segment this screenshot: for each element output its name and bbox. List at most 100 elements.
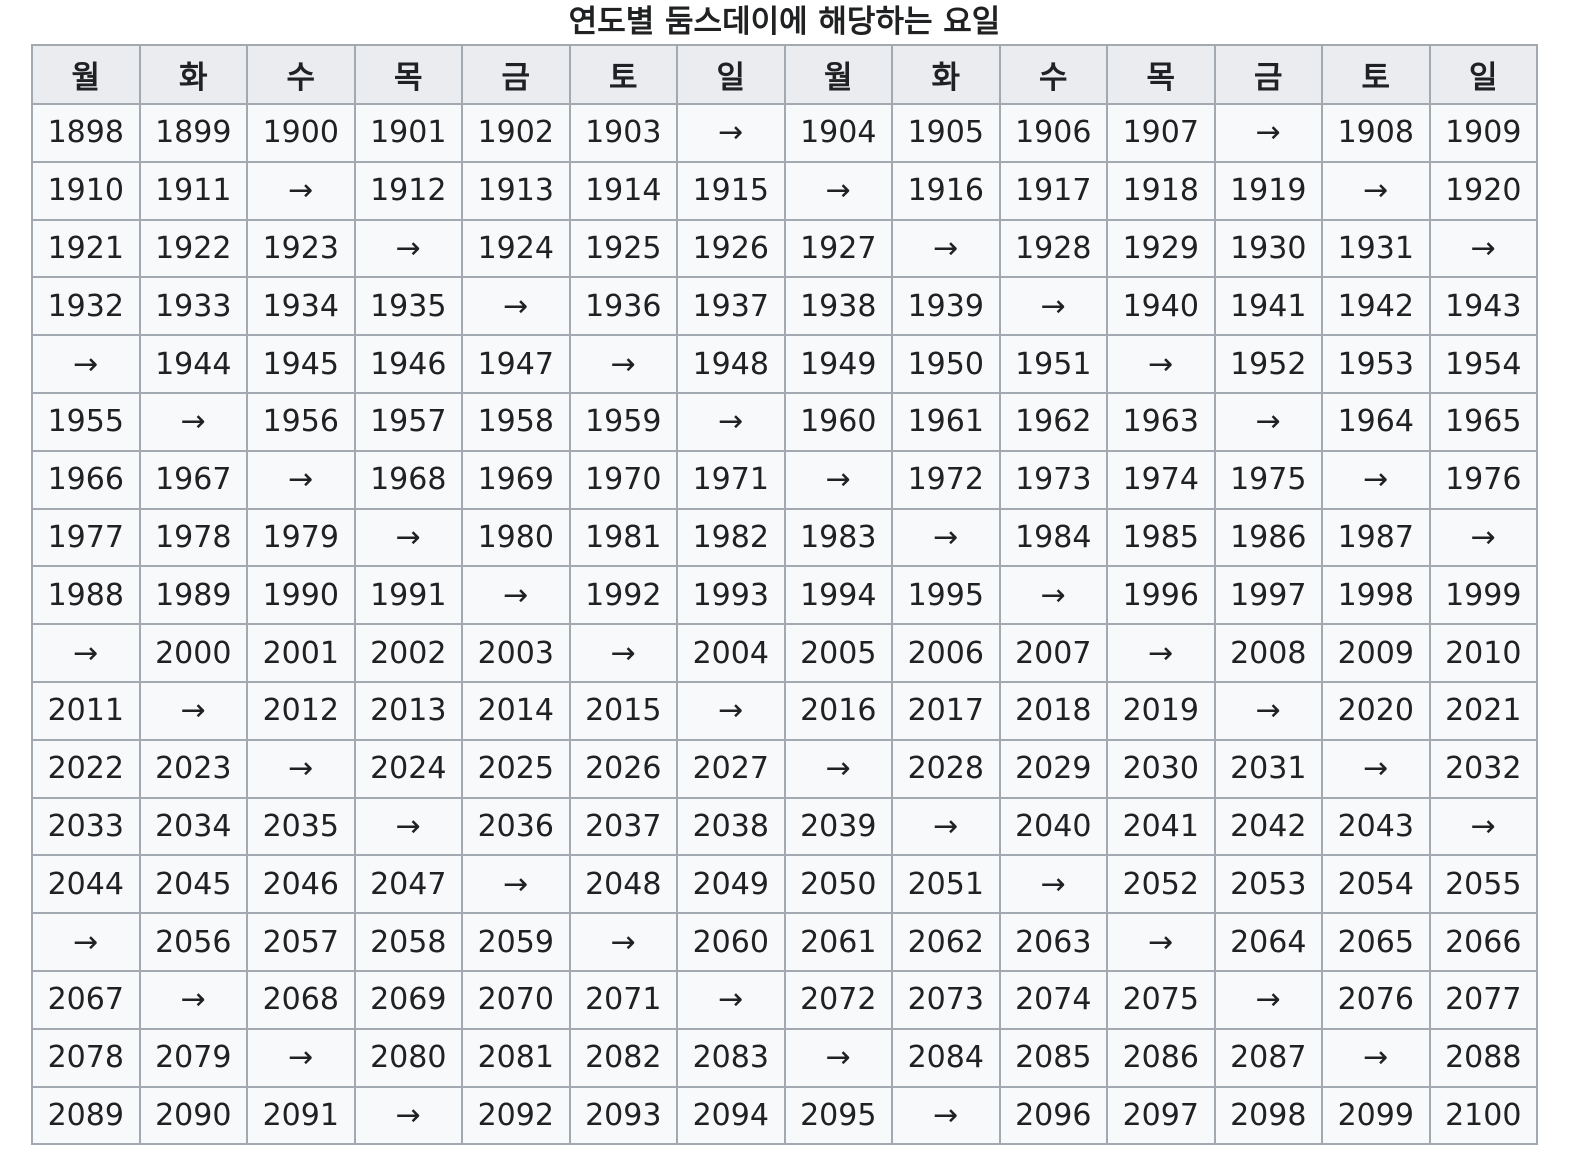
year-cell: 2056 — [138, 912, 248, 972]
year-cell: 2026 — [568, 738, 678, 799]
year-cell: 2085 — [998, 1027, 1108, 1088]
arrow-cell: → — [1321, 160, 1431, 221]
column-header: 월 — [783, 44, 893, 105]
year-cell: 1954 — [1428, 334, 1538, 394]
year-cell: 1962 — [998, 391, 1108, 452]
year-cell: 2063 — [998, 912, 1108, 972]
year-cell: 1921 — [31, 218, 141, 279]
table-row: 2033 2034 2035 → 2036 2037 2038 2039 → 2040 2041 20… — [31, 796, 1538, 857]
year-cell: 2001 — [246, 623, 356, 683]
year-cell: 1942 — [1321, 276, 1431, 337]
year-cell: 2015 — [568, 680, 678, 741]
year-cell: 2031 — [1213, 738, 1323, 799]
year-cell: 2076 — [1321, 969, 1431, 1030]
year-cell: 1958 — [461, 391, 571, 452]
arrow-cell: → — [998, 565, 1108, 626]
year-cell: 1900 — [246, 103, 356, 163]
year-cell: 2040 — [998, 796, 1108, 857]
year-cell: 1988 — [31, 565, 141, 626]
table-row: → 2000 2001 2002 2003 → 2004 2005 2006 2007 → 2008 2… — [31, 623, 1538, 683]
year-cell: 2046 — [246, 854, 356, 915]
year-cell: 1899 — [138, 103, 248, 163]
year-cell: 1967 — [138, 449, 248, 510]
year-cell: 1914 — [568, 160, 678, 221]
year-cell: 2082 — [568, 1027, 678, 1088]
year-cell: 1940 — [1106, 276, 1216, 337]
column-header: 일 — [676, 44, 786, 105]
arrow-cell: → — [353, 796, 463, 857]
year-cell: 2003 — [461, 623, 571, 683]
arrow-cell: → — [568, 334, 678, 394]
year-cell: 1912 — [353, 160, 463, 221]
year-cell: 1983 — [783, 507, 893, 568]
year-cell: 1918 — [1106, 160, 1216, 221]
year-cell: 2078 — [31, 1027, 141, 1088]
year-cell: 2071 — [568, 969, 678, 1030]
year-cell: 1969 — [461, 449, 571, 510]
arrow-cell: → — [353, 507, 463, 568]
year-cell: 1953 — [1321, 334, 1431, 394]
year-cell: 1986 — [1213, 507, 1323, 568]
year-cell: 1911 — [138, 160, 248, 221]
arrow-cell: → — [246, 738, 356, 799]
year-cell: 1949 — [783, 334, 893, 394]
year-cell: 1996 — [1106, 565, 1216, 626]
column-header: 월 — [31, 44, 141, 105]
year-cell: 2094 — [676, 1085, 786, 1146]
table-row: 2089 2090 2091 → 2092 2093 2094 2095 → 2096 2097 20… — [31, 1085, 1538, 1146]
year-cell: 1991 — [353, 565, 463, 626]
year-cell: 2055 — [1428, 854, 1538, 915]
year-cell: 2002 — [353, 623, 463, 683]
year-cell: 2042 — [1213, 796, 1323, 857]
year-cell: 1909 — [1428, 103, 1538, 163]
year-cell: 2069 — [353, 969, 463, 1030]
arrow-cell: → — [783, 1027, 893, 1088]
year-cell: 2016 — [783, 680, 893, 741]
table-row: 1977 1978 1979 → 1980 1981 1982 1983 → 1984 1985 19… — [31, 507, 1538, 568]
year-cell: 2081 — [461, 1027, 571, 1088]
year-cell: 1933 — [138, 276, 248, 337]
arrow-cell: → — [891, 218, 1001, 279]
year-cell: 1946 — [353, 334, 463, 394]
year-cell: 1904 — [783, 103, 893, 163]
table-row: → 1944 1945 1946 1947 → 1948 1949 1950 1951 → 1952 1… — [31, 334, 1538, 394]
table-row: 2011 → 2012 2013 2014 2015 → 2016 2017 2018 2019 → 2… — [31, 680, 1538, 741]
year-cell: 1981 — [568, 507, 678, 568]
arrow-cell: → — [1106, 623, 1216, 683]
year-cell: 1927 — [783, 218, 893, 279]
year-cell: 2019 — [1106, 680, 1216, 741]
arrow-cell: → — [138, 680, 248, 741]
year-cell: 1970 — [568, 449, 678, 510]
year-cell: 2093 — [568, 1085, 678, 1146]
year-cell: 1963 — [1106, 391, 1216, 452]
year-cell: 1905 — [891, 103, 1001, 163]
year-cell: 2091 — [246, 1085, 356, 1146]
arrow-cell: → — [1428, 796, 1538, 857]
year-cell: 2083 — [676, 1027, 786, 1088]
year-cell: 1913 — [461, 160, 571, 221]
year-cell: 1977 — [31, 507, 141, 568]
arrow-cell: → — [1428, 507, 1538, 568]
arrow-cell: → — [783, 449, 893, 510]
table-row: 1932 1933 1934 1935 → 1936 1937 1938 1939 → 1940 19… — [31, 276, 1538, 337]
year-cell: 2049 — [676, 854, 786, 915]
arrow-cell: → — [1321, 449, 1431, 510]
arrow-cell: → — [568, 623, 678, 683]
year-cell: 1965 — [1428, 391, 1538, 452]
year-cell: 1989 — [138, 565, 248, 626]
year-cell: 1999 — [1428, 565, 1538, 626]
year-cell: 2058 — [353, 912, 463, 972]
table-body: 1898 1899 1900 1901 1902 1903 → 1904 1905 1906 190… — [31, 103, 1538, 1146]
year-cell: 2020 — [1321, 680, 1431, 741]
table-row: 1966 1967 → 1968 1969 1970 1971 → 1972 1973 1974 19… — [31, 449, 1538, 510]
year-cell: 2100 — [1428, 1085, 1538, 1146]
year-cell: 2088 — [1428, 1027, 1538, 1088]
arrow-cell: → — [676, 680, 786, 741]
year-cell: 2096 — [998, 1085, 1108, 1146]
arrow-cell: → — [1106, 912, 1216, 972]
year-cell: 2018 — [998, 680, 1108, 741]
year-cell: 1907 — [1106, 103, 1216, 163]
year-cell: 1948 — [676, 334, 786, 394]
year-cell: 2067 — [31, 969, 141, 1030]
